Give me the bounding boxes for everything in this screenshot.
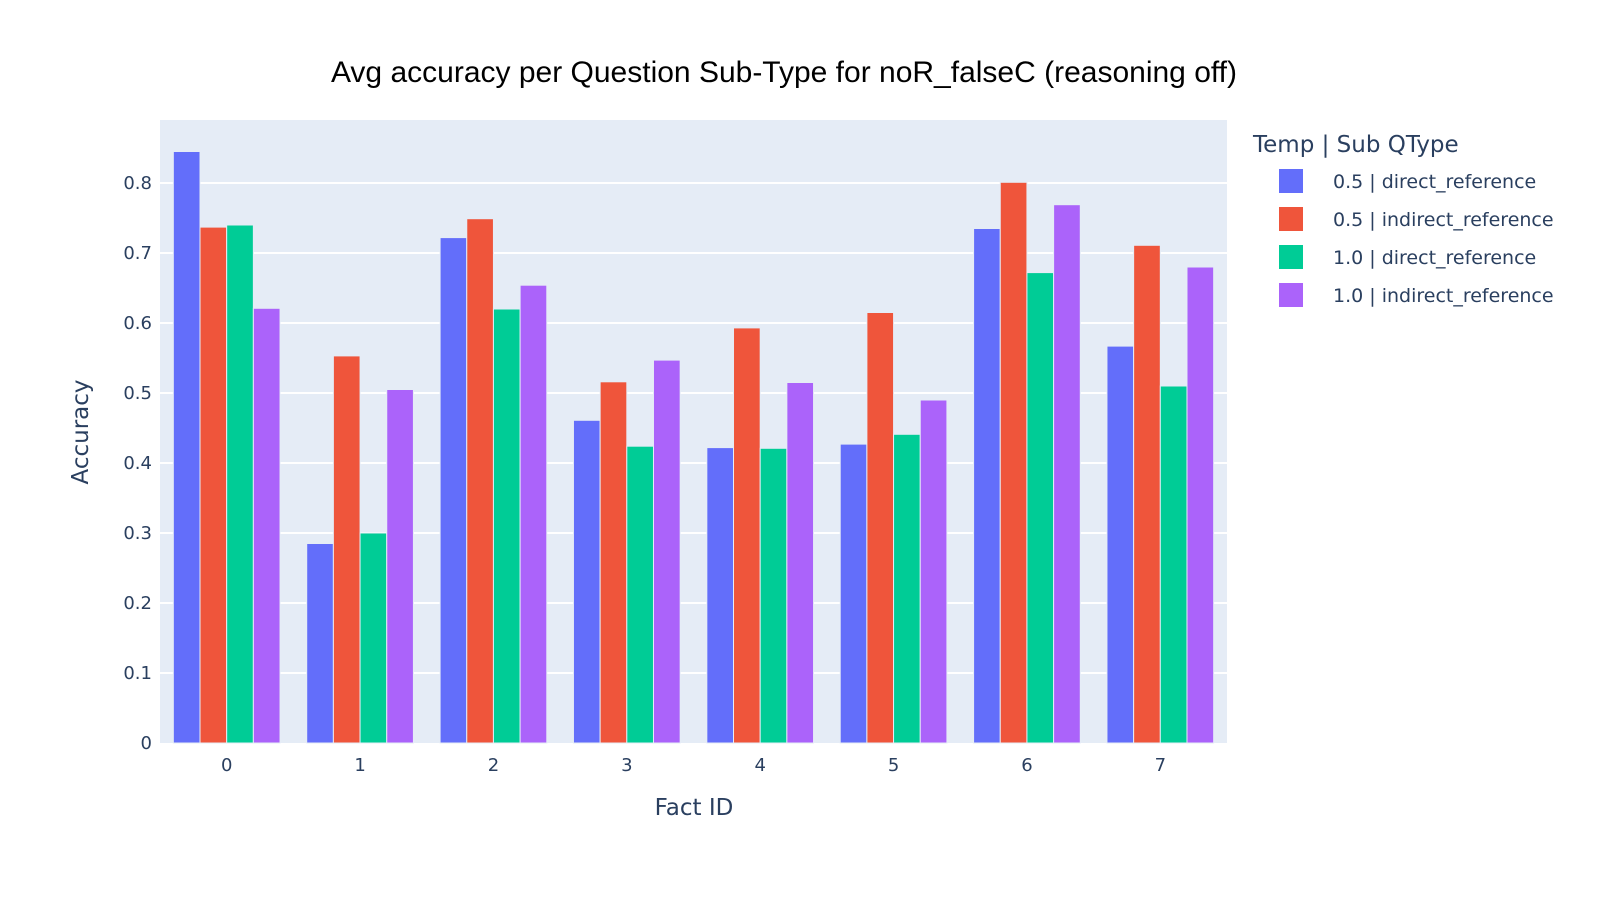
bar-1-0-direct-reference-fact-7[interactable] — [1159, 385, 1188, 744]
chart-title: Avg accuracy per Question Sub-Type for n… — [331, 56, 1237, 89]
bar-0-5-direct-reference-fact-0[interactable] — [172, 151, 201, 744]
bar-0-5-indirect-reference-fact-6[interactable] — [999, 181, 1028, 744]
legend-title: Temp | Sub QType — [1252, 132, 1459, 158]
y-tick-label: 0.3 — [123, 523, 152, 544]
x-tick-label: 0 — [221, 755, 232, 776]
bar-0-5-indirect-reference-fact-7[interactable] — [1133, 244, 1161, 744]
y-tick-label: 0.5 — [123, 383, 152, 404]
y-tick-label: 0.6 — [123, 313, 152, 334]
bar-0-5-indirect-reference-fact-2[interactable] — [466, 218, 494, 744]
bar-1-0-direct-reference-fact-5[interactable] — [893, 433, 921, 744]
bar-0-5-direct-reference-fact-7[interactable] — [1106, 345, 1135, 744]
legend-label: 0.5 | direct_reference — [1333, 171, 1536, 193]
legend-swatch — [1279, 245, 1303, 269]
bar-1-0-direct-reference-fact-0[interactable] — [226, 224, 254, 744]
bar-1-0-indirect-reference-fact-4[interactable] — [786, 382, 815, 744]
bar-0-5-indirect-reference-fact-3[interactable] — [599, 381, 628, 744]
y-tick-label: 0.7 — [123, 243, 152, 264]
bar-1-0-indirect-reference-fact-3[interactable] — [652, 359, 681, 744]
bar-0-5-direct-reference-fact-6[interactable] — [973, 228, 1001, 744]
bar-0-5-indirect-reference-fact-5[interactable] — [866, 312, 895, 744]
legend-item[interactable]: 0.5 | direct_reference — [1279, 169, 1536, 193]
y-tick-label: 0.1 — [123, 663, 152, 684]
bar-1-0-indirect-reference-fact-6[interactable] — [1053, 204, 1081, 744]
legend-item[interactable]: 0.5 | indirect_reference — [1279, 207, 1554, 231]
y-tick-label: 0.8 — [123, 173, 152, 194]
x-tick-label: 7 — [1155, 755, 1166, 776]
bar-0-5-direct-reference-fact-3[interactable] — [572, 419, 601, 744]
bar-1-0-indirect-reference-fact-7[interactable] — [1186, 266, 1215, 744]
y-tick-label: 0 — [141, 733, 152, 754]
legend-item[interactable]: 1.0 | indirect_reference — [1279, 283, 1554, 307]
x-tick-label: 3 — [621, 755, 632, 776]
bar-1-0-direct-reference-fact-2[interactable] — [492, 308, 521, 744]
legend-swatch — [1279, 169, 1303, 193]
legend-items[interactable]: 0.5 | direct_reference 0.5 | indirect_ref… — [1279, 169, 1554, 307]
x-tick-label: 1 — [354, 755, 365, 776]
x-axis-label: Fact ID — [655, 795, 734, 821]
bar-1-0-direct-reference-fact-6[interactable] — [1026, 272, 1055, 744]
bar-0-5-direct-reference-fact-5[interactable] — [839, 443, 868, 744]
bar-1-0-indirect-reference-fact-2[interactable] — [519, 284, 548, 744]
bar-0-5-indirect-reference-fact-0[interactable] — [199, 226, 228, 744]
x-tick-label: 5 — [888, 755, 899, 776]
x-tick-label: 4 — [754, 755, 765, 776]
bars — [172, 151, 1215, 744]
bar-0-5-direct-reference-fact-4[interactable] — [706, 447, 735, 744]
bar-1-0-direct-reference-fact-4[interactable] — [759, 447, 788, 744]
y-tick-label: 0.4 — [123, 453, 152, 474]
bar-1-0-direct-reference-fact-3[interactable] — [626, 445, 654, 744]
x-axis-ticks: 0 1 2 3 4 5 6 7 — [221, 755, 1166, 776]
bar-1-0-indirect-reference-fact-5[interactable] — [919, 399, 948, 744]
bar-0-5-direct-reference-fact-2[interactable] — [439, 237, 468, 744]
legend-label: 1.0 | direct_reference — [1333, 247, 1536, 269]
y-axis-label: Accuracy — [68, 379, 94, 484]
legend-label: 1.0 | indirect_reference — [1333, 285, 1554, 307]
legend-swatch — [1279, 207, 1303, 231]
bar-1-0-direct-reference-fact-1[interactable] — [359, 532, 388, 744]
y-tick-label: 0.2 — [123, 593, 152, 614]
legend-label: 0.5 | indirect_reference — [1333, 209, 1554, 231]
bar-0-5-direct-reference-fact-1[interactable] — [306, 543, 334, 744]
legend-swatch — [1279, 283, 1303, 307]
legend[interactable]: Temp | Sub QType 0.5 | direct_reference0… — [1252, 132, 1554, 307]
legend-item[interactable]: 1.0 | direct_reference — [1279, 245, 1536, 269]
x-tick-label: 6 — [1021, 755, 1032, 776]
bar-0-5-indirect-reference-fact-4[interactable] — [733, 327, 761, 744]
y-axis-ticks: 0 0.1 0.2 0.3 0.4 0.5 0.6 0.7 0.8 — [123, 173, 152, 754]
bar-1-0-indirect-reference-fact-0[interactable] — [252, 307, 281, 744]
x-tick-label: 2 — [488, 755, 499, 776]
bar-1-0-indirect-reference-fact-1[interactable] — [386, 389, 414, 744]
bar-0-5-indirect-reference-fact-1[interactable] — [332, 355, 361, 744]
